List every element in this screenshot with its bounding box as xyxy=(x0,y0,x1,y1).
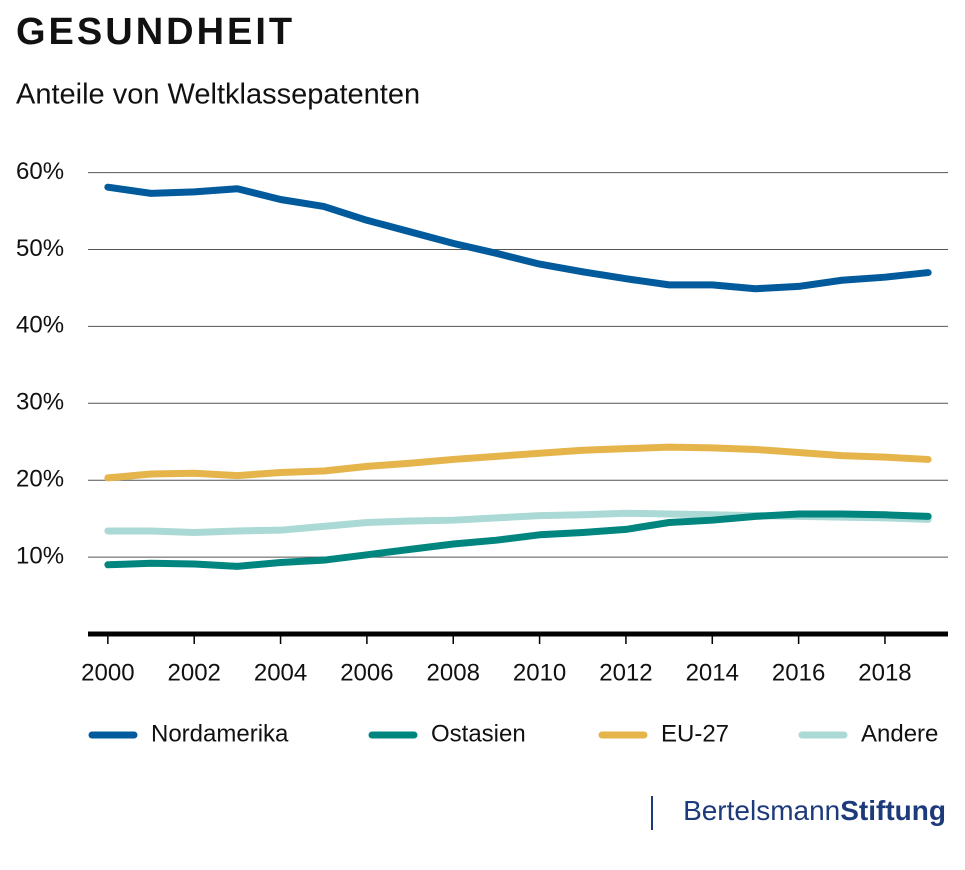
brand-part: Bertelsmann xyxy=(683,795,840,826)
legend-label: Ostasien xyxy=(431,720,526,747)
x-tick-label: 2008 xyxy=(427,659,480,686)
y-tick-label: 60% xyxy=(16,158,64,185)
x-tick-label: 2000 xyxy=(81,659,134,686)
x-tick-label: 2010 xyxy=(513,659,566,686)
series-line xyxy=(104,443,932,482)
series-line xyxy=(104,510,932,570)
y-tick-label: 20% xyxy=(16,466,64,493)
x-tick-label: 2014 xyxy=(686,659,739,686)
y-tick-label: 10% xyxy=(16,542,64,569)
legend-label: EU-27 xyxy=(661,720,729,747)
x-tick-label: 2016 xyxy=(772,659,825,686)
series-line xyxy=(104,183,932,293)
x-tick-label: 2002 xyxy=(168,659,221,686)
x-tick-label: 2004 xyxy=(254,659,307,686)
chart-subtitle: Anteile von Weltklassepatenten xyxy=(16,79,420,111)
y-tick-label: 30% xyxy=(16,389,64,416)
chart-title: GESUNDHEIT xyxy=(16,11,295,53)
brand-part: Stiftung xyxy=(840,795,946,826)
y-tick-label: 50% xyxy=(16,235,64,262)
x-tick-label: 2006 xyxy=(340,659,393,686)
x-tick-label: 2018 xyxy=(858,659,911,686)
brand: BertelsmannStiftung xyxy=(683,795,946,826)
x-tick-label: 2012 xyxy=(599,659,652,686)
y-tick-label: 40% xyxy=(16,312,64,339)
legend-label: Nordamerika xyxy=(151,720,289,747)
legend-label: Andere xyxy=(861,720,938,747)
